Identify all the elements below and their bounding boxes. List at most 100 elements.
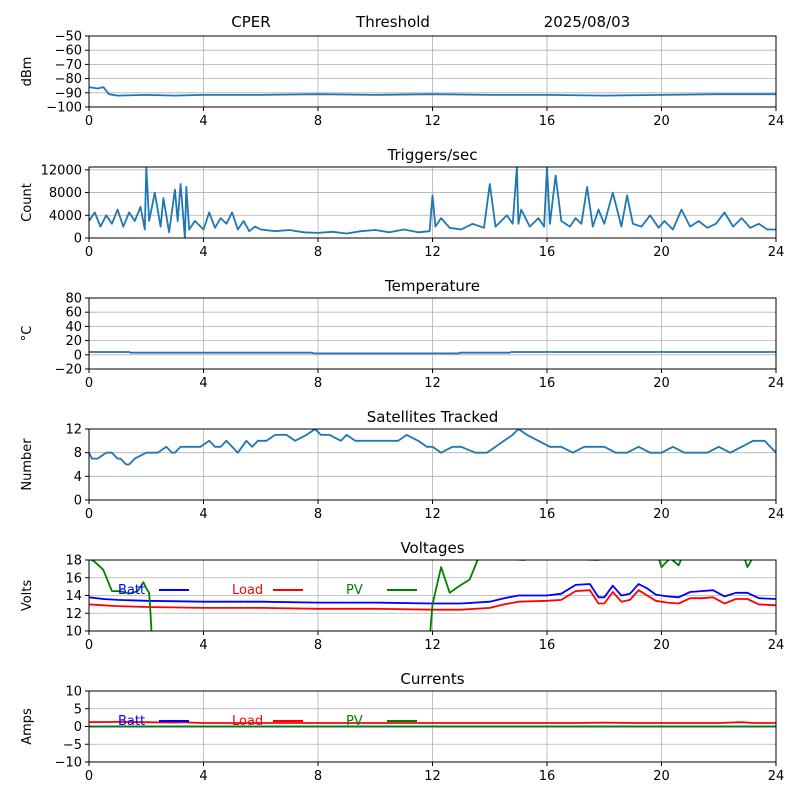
temperature-xtick-label: 4	[199, 376, 207, 391]
signal-strength-xtick-label: 20	[653, 114, 670, 129]
temperature-xtick-label: 16	[539, 376, 556, 391]
voltages-xtick-label: 4	[199, 638, 207, 653]
satellites-ylabel: Number	[20, 438, 35, 491]
signal-strength-ytick-label: −70	[55, 58, 82, 73]
header-mode: Threshold	[355, 13, 430, 31]
voltages-series-batt	[89, 583, 776, 605]
triggers-xtick-label: 20	[653, 245, 670, 260]
signal-strength-series-line	[89, 86, 776, 97]
temperature-ytick-label: 0	[74, 348, 82, 363]
signal-strength-xtick-label: 24	[768, 114, 785, 129]
satellites-xtick-label: 24	[768, 507, 785, 522]
voltages-legend-label-load: Load	[232, 583, 263, 598]
temperature-ytick-label: 20	[65, 334, 82, 349]
signal-strength-chart: 0 4 8 12 16 20 24 −100−90−80−70−60−50 dBm	[20, 30, 784, 130]
triggers-xtick-label: 24	[768, 245, 785, 260]
currents-series-load	[89, 721, 776, 724]
voltages-ytick-label: 16	[65, 571, 82, 586]
voltages-series-pv	[90, 560, 753, 631]
currents-title: Currents	[400, 670, 464, 688]
signal-strength-xtick-label: 4	[199, 114, 207, 129]
triggers-xtick-label: 0	[85, 245, 93, 260]
signal-strength-ytick-label: −100	[46, 101, 82, 116]
currents-xtick-label: 20	[653, 769, 670, 784]
triggers-ylabel: Count	[20, 183, 35, 222]
temperature-ylabel: °C	[20, 326, 35, 342]
triggers-xtick-label: 12	[424, 245, 441, 260]
triggers-xtick-label: 8	[314, 245, 322, 260]
temperature-xtick-label: 8	[314, 376, 322, 391]
triggers-ytick-label: 8000	[49, 186, 82, 201]
voltages-ytick-label: 10	[65, 625, 82, 640]
temperature-xtick-label: 0	[85, 376, 93, 391]
currents-xtick-label: 0	[85, 769, 93, 784]
currents-ytick-label: 5	[74, 702, 82, 717]
currents-ytick-label: 0	[74, 720, 82, 735]
currents-xtick-label: 16	[539, 769, 556, 784]
signal-strength-ytick-label: −80	[55, 72, 82, 87]
satellites-ytick-label: 0	[74, 494, 82, 509]
signal-strength-ytick-label: −90	[55, 86, 82, 101]
currents-ytick-label: −5	[63, 738, 82, 753]
satellites-chart: 0 4 8 12 16 20 24 0 4 8 12 Satellites Tracked Number	[20, 408, 784, 522]
satellites-series-line	[89, 429, 776, 466]
voltages-legend-label-batt: Batt	[118, 583, 145, 598]
currents-xtick-label: 4	[199, 769, 207, 784]
signal-strength-ytick-label: −60	[55, 44, 82, 59]
voltages-xtick-label: 0	[85, 638, 93, 653]
currents-xtick-label: 24	[768, 769, 785, 784]
currents-xtick-label: 12	[424, 769, 441, 784]
voltages-ytick-label: 18	[65, 554, 82, 569]
satellites-ytick-label: 4	[74, 470, 82, 485]
satellites-ytick-label: 12	[65, 423, 82, 438]
signal-strength-xtick-label: 8	[314, 114, 322, 129]
triggers-chart: 0 4 8 12 16 20 24 0 4000 8000 12000 Triggers/sec Cou…	[20, 146, 784, 260]
satellites-xtick-label: 20	[653, 507, 670, 522]
header-station: CPER	[231, 13, 270, 31]
signal-strength-xtick-label: 16	[539, 114, 556, 129]
signal-strength-xtick-label: 12	[424, 114, 441, 129]
temperature-xtick-label: 20	[653, 376, 670, 391]
temperature-ytick-label: −20	[55, 363, 82, 378]
satellites-xtick-label: 4	[199, 507, 207, 522]
satellites-xtick-label: 16	[539, 507, 556, 522]
temperature-xtick-label: 24	[768, 376, 785, 391]
voltages-legend-label-pv: PV	[346, 583, 363, 598]
voltages-ytick-label: 12	[65, 607, 82, 622]
currents-ytick-label: 10	[65, 685, 82, 700]
voltages-title: Voltages	[400, 539, 464, 557]
triggers-ytick-label: 12000	[41, 163, 82, 178]
voltages-series-load	[89, 589, 776, 611]
triggers-xtick-label: 4	[199, 245, 207, 260]
signal-strength-ytick-label: −50	[55, 30, 82, 45]
satellites-xtick-label: 0	[85, 507, 93, 522]
currents-legend-label-pv: PV	[346, 714, 363, 729]
currents-ytick-label: −10	[55, 756, 82, 771]
temperature-series-line	[89, 351, 776, 355]
voltages-xtick-label: 24	[768, 638, 785, 653]
satellites-xtick-label: 12	[424, 507, 441, 522]
voltages-xtick-label: 12	[424, 638, 441, 653]
satellites-title: Satellites Tracked	[367, 408, 498, 426]
voltages-ylabel: Volts	[20, 580, 35, 612]
voltages-xtick-label: 20	[653, 638, 670, 653]
satellites-ytick-label: 8	[74, 446, 82, 461]
header-date: 2025/08/03	[544, 13, 630, 31]
signal-strength-xtick-label: 0	[85, 114, 93, 129]
temperature-ytick-label: 80	[65, 292, 82, 307]
triggers-ytick-label: 0	[74, 232, 82, 247]
satellites-xtick-label: 8	[314, 507, 322, 522]
voltages-chart: Batt Load PV 0 4 8 12 16 20 24 10 12 14 16 18 Voltages V…	[20, 539, 784, 653]
currents-legend-label-batt: Batt	[118, 714, 145, 729]
voltages-xtick-label: 16	[539, 638, 556, 653]
voltages-xtick-label: 8	[314, 638, 322, 653]
currents-legend-label-load: Load	[232, 714, 263, 729]
currents-chart: Batt Load PV 0 4 8 12 16 20 24 −10 −5 0 5 10 Currents Am…	[20, 670, 784, 784]
temperature-title: Temperature	[384, 277, 480, 295]
voltages-ytick-label: 14	[65, 589, 82, 604]
triggers-title: Triggers/sec	[387, 146, 478, 164]
triggers-series-line	[89, 167, 776, 238]
